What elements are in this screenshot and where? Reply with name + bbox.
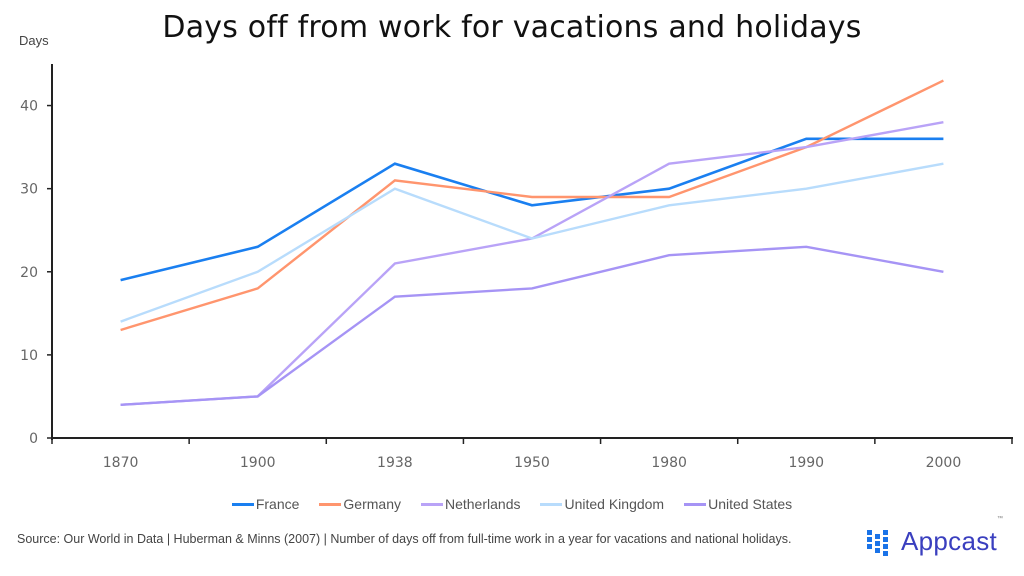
x-tick-label: 1980 <box>651 455 687 471</box>
y-tick-label: 0 <box>29 431 38 447</box>
series-line-netherlands <box>120 121 944 406</box>
y-tick-label: 40 <box>20 99 38 115</box>
appcast-dot-grid-icon <box>867 528 895 556</box>
source-footnote: Source: Our World in Data | Huberman & M… <box>17 532 792 546</box>
legend-item-united-kingdom: United Kingdom <box>540 496 664 512</box>
series-line-united-states <box>120 245 944 406</box>
legend: France Germany Netherlands United Kingdom Un… <box>0 496 1024 512</box>
legend-swatch <box>231 502 254 506</box>
x-tick-label: 1950 <box>514 455 550 471</box>
x-tick-label: 1900 <box>240 455 276 471</box>
legend-item-france: France <box>231 496 300 512</box>
legend-label: United States <box>708 496 793 512</box>
legend-label: Germany <box>343 496 401 512</box>
x-tick-label: 1870 <box>103 455 139 471</box>
y-axis-label: Days <box>19 33 49 48</box>
series-line-united-kingdom <box>120 162 944 323</box>
legend-item-united-states: United States <box>684 496 792 512</box>
x-axis-ticks: 1870 1900 1938 1950 1980 1990 2000 <box>51 438 1013 471</box>
y-axis-ticks: 0 10 20 30 40 <box>20 99 52 447</box>
y-tick-label: 20 <box>20 265 38 281</box>
line-chart: 0 10 20 30 40 1870 1900 1938 1950 1980 1990 2000 <box>20 64 1013 471</box>
legend-swatch <box>319 502 342 506</box>
y-tick-label: 10 <box>20 348 38 364</box>
legend-label: France <box>255 496 300 512</box>
x-tick-label: 1938 <box>377 455 413 471</box>
legend-swatch <box>684 502 707 506</box>
x-tick-label: 2000 <box>926 455 962 471</box>
legend-item-germany: Germany <box>319 496 401 512</box>
legend-label: Netherlands <box>444 496 521 512</box>
y-tick-label: 30 <box>20 182 38 198</box>
x-tick-label: 1990 <box>788 455 824 471</box>
series-line-france <box>120 137 944 282</box>
legend-item-netherlands: Netherlands <box>420 496 521 512</box>
legend-swatch <box>540 502 563 506</box>
series-lines <box>120 79 944 406</box>
appcast-wordmark: Appcast™ <box>901 516 1004 556</box>
legend-swatch <box>420 502 443 506</box>
appcast-logo: Appcast™ <box>867 516 1004 557</box>
legend-label: United Kingdom <box>564 496 665 512</box>
chart-title: Days off from work for vacations and hol… <box>162 10 862 45</box>
